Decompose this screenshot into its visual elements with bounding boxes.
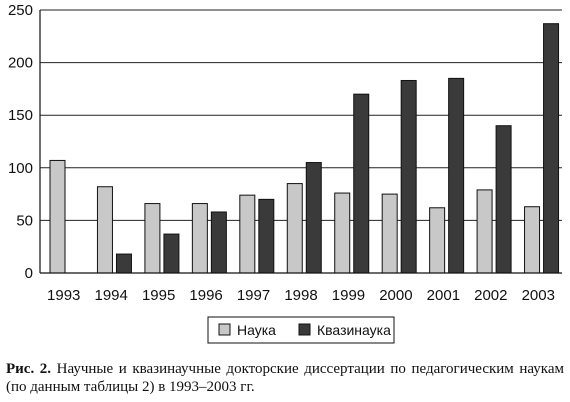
bar (353, 93, 370, 274)
legend: Наука Квазинаука (207, 316, 395, 344)
bar (305, 162, 322, 274)
bar (495, 125, 512, 274)
bar (115, 253, 132, 274)
bar (524, 206, 541, 274)
bar (286, 183, 303, 274)
bar (239, 194, 256, 274)
y-tick-label: 50 (16, 212, 33, 229)
x-tick-label: 2002 (474, 287, 507, 304)
bar-chart: 0 50 100 150 200 250 1993 1994 1995 1996 1997 1998… (8, 2, 562, 344)
x-tick-label: 1999 (332, 287, 365, 304)
y-axis-ticks: 0 50 100 150 200 250 (8, 2, 33, 282)
y-tick-label: 150 (8, 107, 33, 124)
bar (144, 203, 161, 274)
bar (210, 211, 227, 274)
gridlines (40, 9, 562, 221)
bar (191, 203, 208, 274)
bar (448, 77, 465, 274)
legend-swatch (298, 323, 311, 336)
y-tick-label: 100 (8, 160, 33, 177)
bar (334, 192, 351, 274)
legend-swatch (218, 323, 231, 336)
y-tick-label: 0 (25, 265, 33, 282)
legend-label: Наука (237, 322, 276, 338)
bar (543, 23, 560, 274)
x-tick-label: 1998 (284, 287, 317, 304)
x-axis-ticks: 1993 1994 1995 1996 1997 1998 1999 2000 2001 2002… (47, 287, 555, 304)
legend-label: Квазинаука (317, 322, 391, 338)
bar (96, 186, 113, 274)
bar (400, 79, 417, 274)
bar (163, 233, 180, 274)
x-tick-label: 1993 (47, 287, 80, 304)
x-tick-label: 2001 (427, 287, 460, 304)
figure-caption: Рис. 2. Научные и квазинаучные докторски… (6, 360, 564, 396)
x-tick-label: 1996 (189, 287, 222, 304)
x-tick-label: 1994 (94, 287, 127, 304)
x-tick-label: 1997 (237, 287, 270, 304)
caption-text: Научные и квазинаучные докторские диссер… (6, 361, 564, 395)
bars (49, 23, 560, 274)
figure-label: Рис. 2. (6, 361, 52, 377)
bar (49, 159, 66, 274)
y-tick-label: 200 (8, 55, 33, 72)
axes (39, 10, 562, 274)
bar (476, 189, 493, 274)
x-tick-label: 2000 (379, 287, 412, 304)
bar (381, 193, 398, 274)
x-tick-label: 2003 (522, 287, 555, 304)
bar (429, 207, 446, 274)
x-tick-label: 1995 (142, 287, 175, 304)
bar (258, 198, 275, 274)
y-tick-label: 250 (8, 2, 33, 19)
